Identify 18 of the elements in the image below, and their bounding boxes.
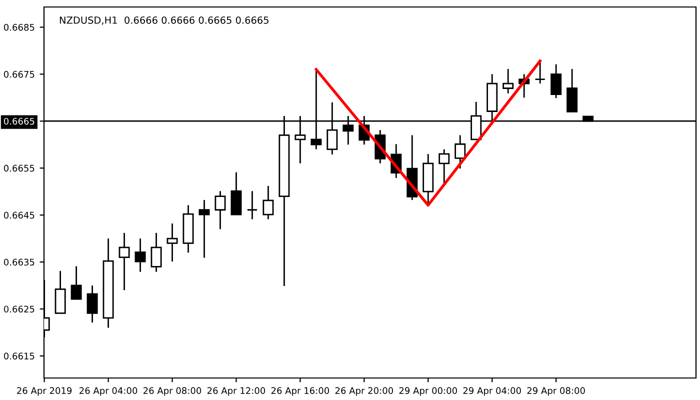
- y-tick-label: 0.6665: [4, 118, 34, 125]
- y-tick-label: 0.6675: [4, 70, 34, 78]
- x-tick-label: 26 Apr 20:00: [335, 387, 393, 396]
- x-tick-label: 29 Apr 08:00: [527, 387, 585, 396]
- text: NZDUSD,H1 0.6666 0.6666 0.6665 0.6665: [60, 16, 268, 25]
- y-tick-label: 0.6645: [4, 212, 34, 219]
- y-tick-label: 0.6685: [4, 24, 34, 31]
- x-tick-label: 26 Apr 04:00: [80, 387, 138, 396]
- x-tick-label: 26 Apr 2019: [17, 387, 72, 396]
- y-tick-label: 0.6635: [4, 258, 34, 266]
- x-tick-label: 29 Apr 04:00: [463, 387, 521, 396]
- x-tick-label: 29 Apr 00:00: [399, 387, 457, 396]
- x-tick-label: 26 Apr 12:00: [207, 387, 266, 396]
- x-tick-label: 26 Apr 08:00: [143, 387, 202, 396]
- y-tick-label: 0.6615: [4, 352, 34, 360]
- x-tick-label: 26 Apr 16:00: [271, 387, 330, 396]
- y-tick-label: 0.6625: [4, 306, 34, 313]
- y-tick-label: 0.6655: [4, 164, 34, 172]
